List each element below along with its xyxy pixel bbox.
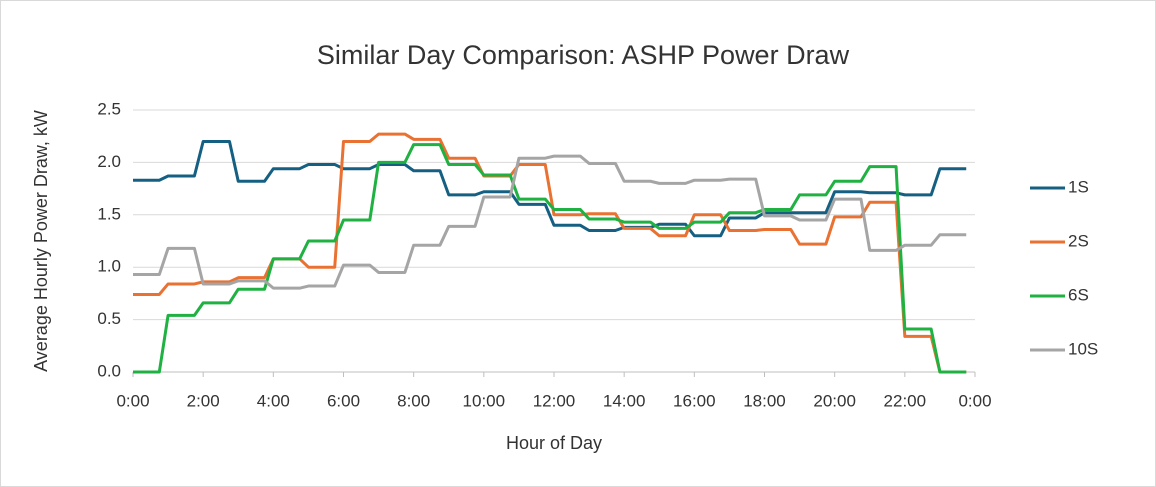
x-axis-label: Hour of Day bbox=[506, 433, 602, 453]
x-tick-label: 12:00 bbox=[533, 391, 576, 410]
y-tick-label: 1.0 bbox=[97, 257, 121, 276]
x-tick-label: 18:00 bbox=[743, 391, 786, 410]
x-tick-label: 4:00 bbox=[257, 391, 290, 410]
x-tick-label: 14:00 bbox=[603, 391, 646, 410]
legend-label: 6S bbox=[1068, 285, 1089, 304]
x-tick-label: 0:00 bbox=[116, 391, 149, 410]
x-tick-label: 6:00 bbox=[327, 391, 360, 410]
x-tick-label: 0:00 bbox=[958, 391, 991, 410]
series-line bbox=[133, 139, 967, 238]
series-line bbox=[133, 154, 967, 290]
x-tick-label: 2:00 bbox=[187, 391, 220, 410]
y-tick-label: 0.5 bbox=[97, 309, 121, 328]
legend-label: 1S bbox=[1068, 177, 1089, 196]
x-tick-label: 20:00 bbox=[813, 391, 856, 410]
y-axis-label: Average Hourly Power Draw, kW bbox=[31, 110, 51, 372]
y-tick-label: 2.5 bbox=[97, 99, 121, 118]
y-tick-label: 0.0 bbox=[97, 361, 121, 380]
x-tick-label: 16:00 bbox=[673, 391, 716, 410]
x-tick-label: 10:00 bbox=[463, 391, 506, 410]
y-tick-label: 2.0 bbox=[97, 152, 121, 171]
legend-label: 10S bbox=[1068, 339, 1098, 358]
y-tick-label: 1.5 bbox=[97, 204, 121, 223]
series-line bbox=[133, 143, 967, 374]
chart-title: Similar Day Comparison: ASHP Power Draw bbox=[317, 40, 850, 70]
x-tick-label: 22:00 bbox=[884, 391, 927, 410]
x-tick-label: 8:00 bbox=[397, 391, 430, 410]
legend-label: 2S bbox=[1068, 231, 1089, 250]
